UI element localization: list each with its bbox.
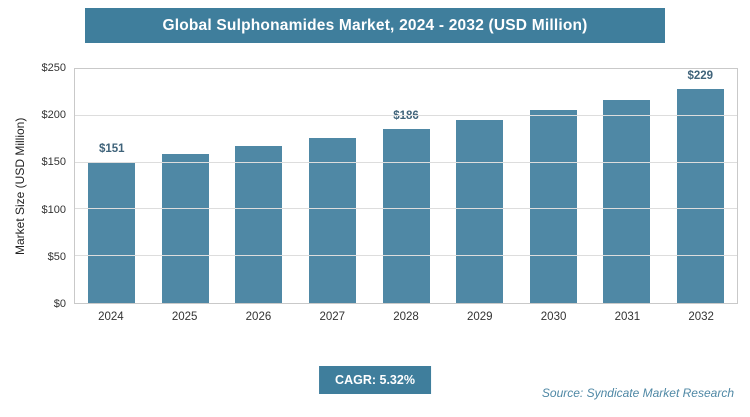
gridline	[75, 161, 737, 163]
bar-column	[590, 69, 664, 303]
bar-column	[296, 69, 370, 303]
x-tick-label-2029: 2029	[467, 311, 493, 323]
bar-column	[149, 69, 223, 303]
bar-value-label: $229	[687, 69, 714, 82]
x-tick-label-2031: 2031	[614, 311, 641, 323]
bar-chart: Market Size (USD Million) $0 $50 $100 $150 $…	[10, 62, 738, 330]
x-axis-ticks: 2024 2025 2026 2027 2028 2029 2030 2031 2032	[74, 304, 738, 330]
bar-2024: $151	[88, 143, 136, 303]
gridline	[75, 208, 737, 210]
x-tick-label-2027: 2027	[319, 311, 346, 323]
y-tick-label: $150	[41, 156, 66, 169]
y-tick-label: $200	[41, 109, 66, 122]
bar-2027	[308, 138, 356, 303]
chart-title-banner: Global Sulphonamides Market, 2024 - 2032…	[85, 8, 665, 43]
bar-2025	[161, 154, 209, 303]
gridline	[75, 114, 737, 116]
cagr-badge: CAGR: 5.32%	[319, 366, 431, 394]
y-tick-label: $0	[53, 298, 66, 310]
chart-title: Global Sulphonamides Market, 2024 - 2032…	[162, 16, 588, 34]
bar-column: $151	[75, 69, 149, 303]
bar-value-label: $151	[98, 142, 125, 155]
bar-column: $186	[369, 69, 443, 303]
y-tick-label: $50	[47, 250, 66, 263]
source-text: Source: Syndicate Market Research	[541, 386, 734, 400]
y-tick-label: $100	[41, 203, 66, 216]
bar-2026	[235, 145, 283, 303]
bar-column: $229	[664, 69, 738, 303]
bar-2029	[456, 119, 504, 303]
bar-column	[222, 69, 296, 303]
plot-area: $151 $186 $229	[74, 68, 738, 304]
bars-container: $151 $186 $229	[75, 69, 737, 303]
x-tick-label-2032: 2032	[688, 311, 714, 323]
x-tick-label-2026: 2026	[245, 311, 272, 323]
gridline	[75, 255, 737, 257]
y-axis-ticks: $0 $50 $100 $150 $200 $250	[30, 62, 74, 310]
y-tick-label: $250	[41, 62, 66, 74]
x-tick-label-2025: 2025	[171, 311, 198, 323]
bar-column	[516, 69, 590, 303]
bar-value-label: $186	[393, 109, 419, 122]
x-tick-label-2030: 2030	[540, 311, 567, 323]
bar-2032: $229	[676, 70, 724, 303]
bar-column	[443, 69, 517, 303]
bar-2030	[529, 110, 577, 303]
x-tick-label-2024: 2024	[98, 311, 124, 323]
x-tick-label-2028: 2028	[393, 311, 419, 323]
chart-footer: CAGR: 5.32% Source: Syndicate Market Res…	[0, 362, 750, 407]
bar-2028: $186	[382, 110, 430, 303]
plot-wrap: $151 $186 $229 2024 2025 2026 2027 2028 2029 203…	[74, 68, 738, 330]
bar-2031	[603, 99, 651, 303]
y-axis-title: Market Size (USD Million)	[13, 117, 27, 255]
